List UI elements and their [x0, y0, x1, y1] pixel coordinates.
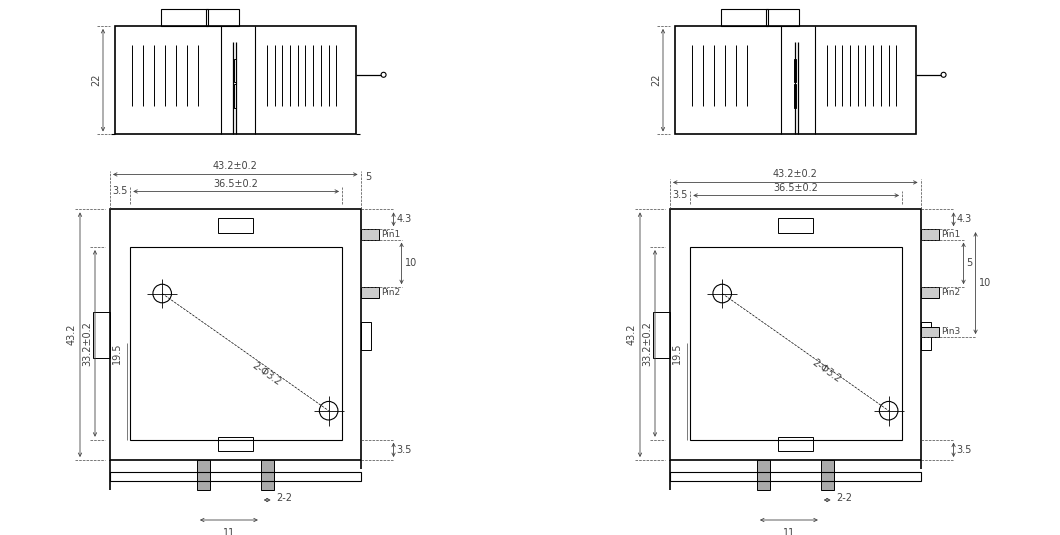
Text: 36.5±0.2: 36.5±0.2: [214, 179, 259, 189]
Text: 3.5: 3.5: [112, 186, 128, 196]
Bar: [675, 26, 916, 134]
Text: 36.5±0.2: 36.5±0.2: [774, 184, 818, 194]
Text: 22: 22: [91, 74, 101, 87]
Text: 4.3: 4.3: [396, 215, 411, 224]
Text: 43.2: 43.2: [628, 324, 637, 346]
Bar: [261, 460, 273, 490]
Text: Pin1: Pin1: [382, 230, 401, 239]
Bar: [653, 311, 670, 358]
Text: 5: 5: [967, 258, 973, 269]
Bar: [110, 209, 360, 460]
Bar: [920, 229, 938, 240]
Text: 2-2: 2-2: [277, 493, 293, 503]
Bar: [690, 247, 902, 440]
Text: Pin2: Pin2: [941, 288, 960, 297]
Text: Pin3: Pin3: [941, 327, 960, 337]
Bar: [820, 460, 833, 490]
Text: 19.5: 19.5: [672, 342, 683, 364]
Text: 22: 22: [651, 74, 661, 87]
Bar: [757, 460, 770, 490]
Text: 43.2: 43.2: [67, 324, 77, 346]
Text: 3.5: 3.5: [956, 445, 972, 455]
Text: 43.2±0.2: 43.2±0.2: [213, 162, 258, 171]
Text: 5: 5: [366, 172, 372, 182]
Text: 2-Φ3.2: 2-Φ3.2: [250, 360, 283, 387]
Bar: [234, 85, 235, 108]
Bar: [920, 323, 931, 350]
Text: Pin2: Pin2: [382, 288, 401, 297]
Bar: [360, 287, 378, 297]
Bar: [670, 209, 920, 460]
Text: 2-2: 2-2: [836, 493, 852, 503]
Bar: [920, 287, 938, 297]
Text: 10: 10: [978, 278, 991, 288]
Bar: [722, 9, 767, 26]
Bar: [114, 26, 355, 134]
Text: 2-Φ3.2: 2-Φ3.2: [811, 357, 843, 384]
Text: 11: 11: [782, 528, 795, 535]
Bar: [161, 9, 208, 26]
Bar: [778, 218, 813, 233]
Text: 11: 11: [223, 528, 235, 535]
Bar: [130, 247, 342, 440]
Bar: [766, 9, 799, 26]
Bar: [670, 472, 920, 481]
Bar: [794, 85, 796, 108]
Bar: [794, 58, 796, 82]
Text: 3.5: 3.5: [672, 190, 688, 201]
Text: 19.5: 19.5: [112, 342, 122, 364]
Bar: [920, 326, 938, 337]
Bar: [360, 323, 371, 350]
Text: 33.2±0.2: 33.2±0.2: [642, 321, 652, 366]
Bar: [92, 311, 110, 358]
Bar: [110, 472, 360, 481]
Text: 10: 10: [405, 258, 417, 269]
Bar: [197, 460, 210, 490]
Text: Pin1: Pin1: [941, 230, 960, 239]
Text: 3.5: 3.5: [396, 445, 412, 455]
Bar: [218, 218, 252, 233]
Bar: [234, 58, 235, 82]
Text: 4.3: 4.3: [956, 215, 972, 224]
Bar: [218, 437, 252, 452]
Text: 33.2±0.2: 33.2±0.2: [82, 321, 92, 366]
Text: 43.2±0.2: 43.2±0.2: [773, 170, 817, 179]
Bar: [778, 437, 813, 452]
Bar: [207, 9, 238, 26]
Bar: [360, 229, 378, 240]
